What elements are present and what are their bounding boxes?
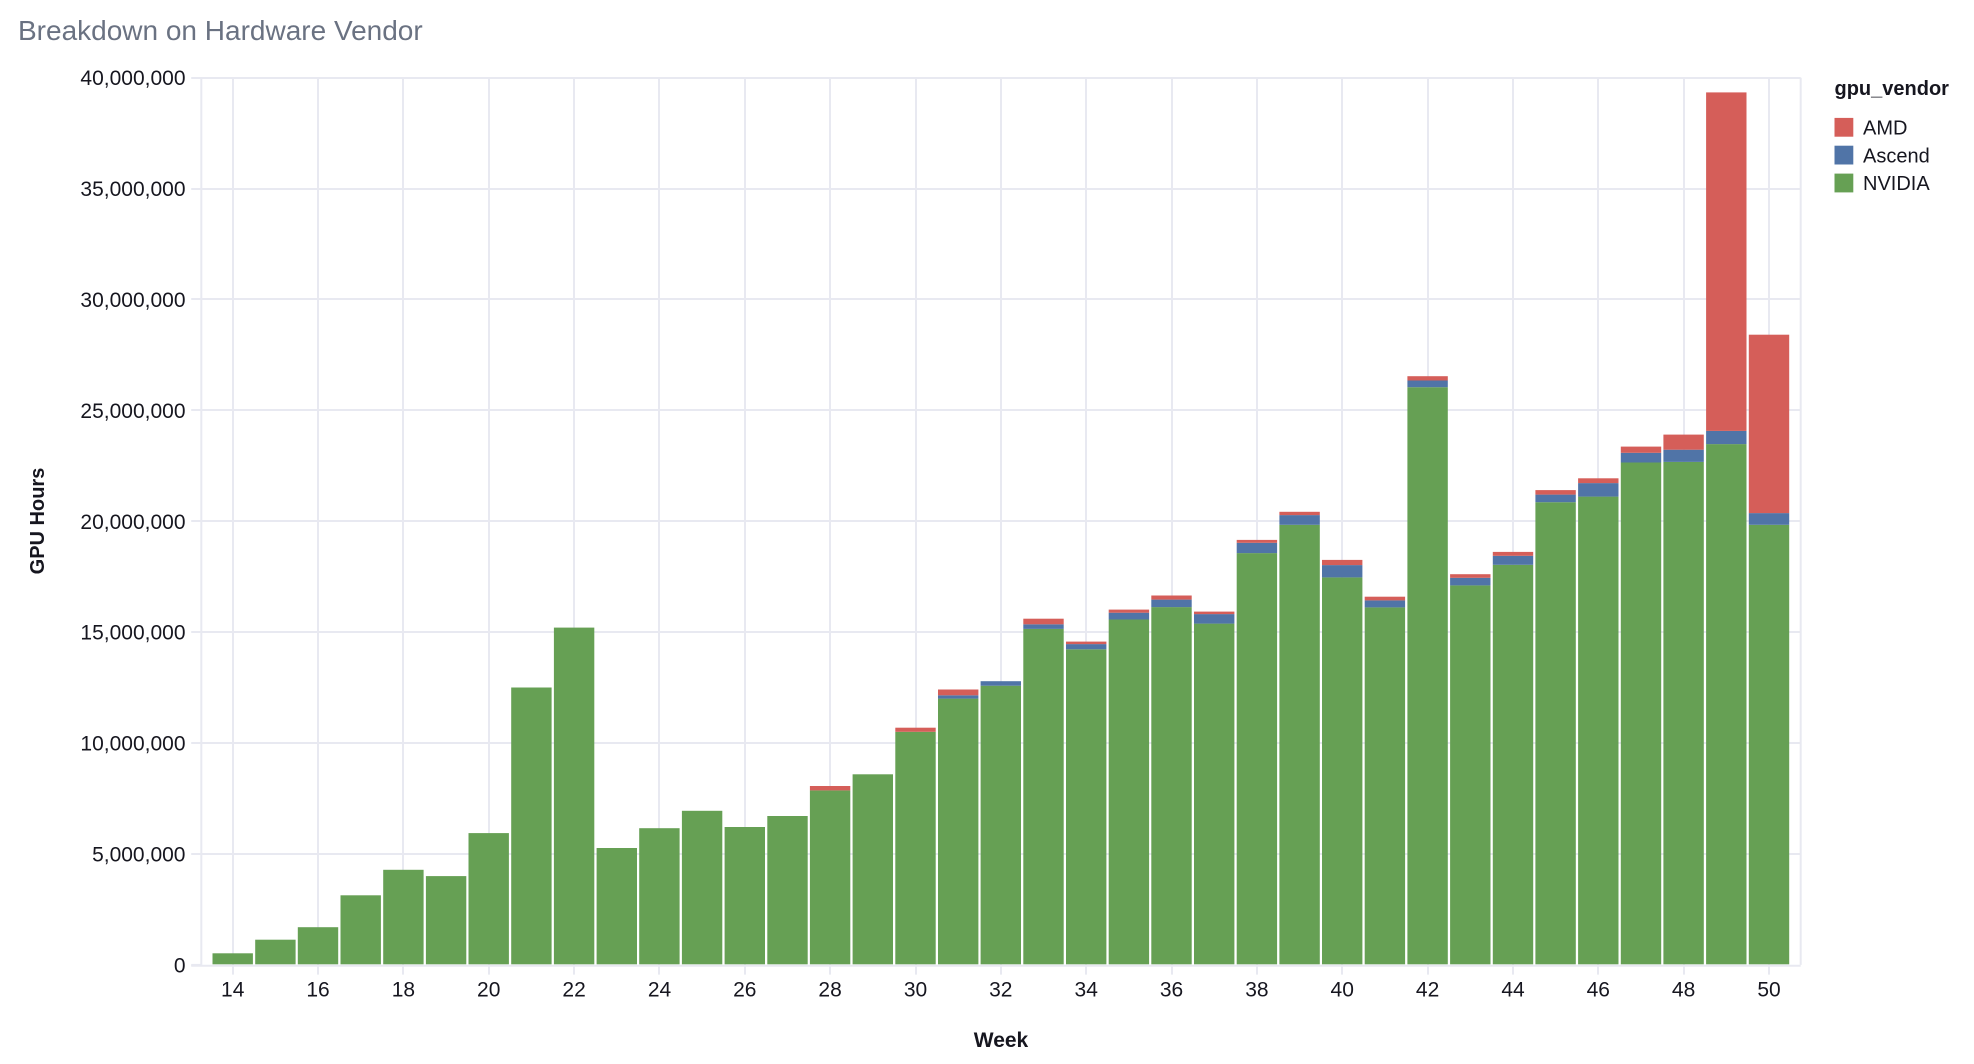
svg-text:20: 20 (477, 979, 500, 1002)
svg-text:25,000,000: 25,000,000 (80, 400, 185, 423)
svg-text:18: 18 (392, 979, 415, 1002)
svg-text:NVIDIA: NVIDIA (1863, 173, 1930, 195)
svg-text:0: 0 (174, 954, 186, 977)
svg-text:40,000,000: 40,000,000 (80, 67, 185, 90)
svg-text:Ascend: Ascend (1863, 145, 1930, 167)
svg-text:20,000,000: 20,000,000 (80, 511, 185, 534)
svg-text:26: 26 (733, 979, 756, 1002)
svg-text:42: 42 (1416, 979, 1439, 1002)
svg-text:48: 48 (1672, 979, 1695, 1002)
svg-text:22: 22 (562, 979, 585, 1002)
svg-text:15,000,000: 15,000,000 (80, 622, 185, 645)
svg-text:35,000,000: 35,000,000 (80, 178, 185, 201)
svg-text:gpu_vendor: gpu_vendor (1835, 78, 1950, 100)
svg-text:28: 28 (818, 979, 841, 1002)
svg-text:10,000,000: 10,000,000 (80, 733, 185, 756)
svg-text:30,000,000: 30,000,000 (80, 289, 185, 312)
svg-text:50: 50 (1757, 979, 1780, 1002)
svg-text:GPU Hours: GPU Hours (27, 468, 49, 575)
svg-text:24: 24 (648, 979, 672, 1002)
svg-text:Week: Week (974, 1029, 1029, 1052)
svg-text:40: 40 (1331, 979, 1354, 1002)
svg-text:AMD: AMD (1863, 118, 1907, 140)
svg-text:5,000,000: 5,000,000 (92, 844, 185, 867)
svg-text:32: 32 (989, 979, 1012, 1002)
svg-text:34: 34 (1075, 979, 1099, 1002)
svg-text:36: 36 (1160, 979, 1183, 1002)
svg-text:44: 44 (1501, 979, 1525, 1002)
svg-text:30: 30 (904, 979, 927, 1002)
svg-text:14: 14 (221, 979, 245, 1002)
svg-text:38: 38 (1245, 979, 1268, 1002)
svg-text:Breakdown on Hardware Vendor: Breakdown on Hardware Vendor (18, 15, 423, 46)
svg-text:16: 16 (306, 979, 329, 1002)
svg-text:46: 46 (1587, 979, 1610, 1002)
